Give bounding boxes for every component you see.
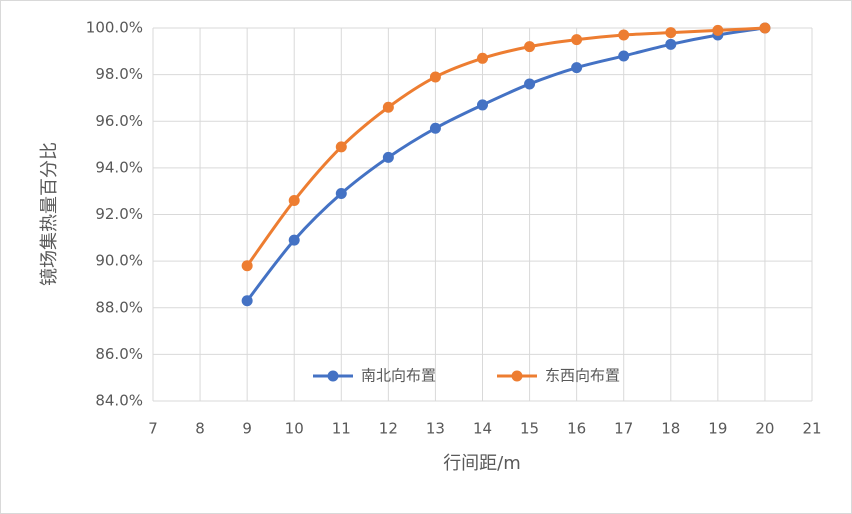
data-point bbox=[524, 41, 536, 53]
y-tick-label: 98.0% bbox=[95, 65, 143, 83]
data-point bbox=[241, 295, 253, 307]
data-point bbox=[524, 78, 536, 90]
x-tick-label: 21 bbox=[802, 420, 821, 438]
data-point bbox=[429, 71, 441, 83]
x-tick-label: 17 bbox=[614, 420, 633, 438]
x-tick-label: 19 bbox=[708, 420, 727, 438]
data-point bbox=[382, 151, 394, 163]
x-tick-label: 13 bbox=[426, 420, 445, 438]
data-point bbox=[665, 27, 677, 39]
x-tick-label: 18 bbox=[661, 420, 680, 438]
legend-marker bbox=[327, 370, 339, 382]
data-point bbox=[288, 195, 300, 207]
data-point bbox=[241, 260, 253, 272]
data-point bbox=[288, 234, 300, 246]
data-point bbox=[335, 188, 347, 200]
data-point bbox=[571, 34, 583, 46]
data-point bbox=[571, 62, 583, 74]
x-tick-label: 9 bbox=[242, 420, 252, 438]
legend-label: 南北向布置 bbox=[361, 367, 436, 385]
legend-label: 东西向布置 bbox=[545, 367, 620, 385]
data-point bbox=[477, 99, 488, 111]
data-point bbox=[618, 50, 630, 62]
data-point bbox=[335, 141, 347, 153]
y-tick-label: 88.0% bbox=[95, 298, 143, 316]
y-tick-label: 92.0% bbox=[95, 205, 143, 223]
y-tick-label: 96.0% bbox=[95, 112, 143, 130]
data-point bbox=[382, 101, 394, 113]
y-axis-title: 镜场集热量百分比 bbox=[39, 142, 60, 286]
x-tick-label: 8 bbox=[195, 420, 205, 438]
x-tick-label: 16 bbox=[567, 420, 586, 438]
legend-marker bbox=[511, 370, 523, 382]
x-tick-label: 12 bbox=[379, 420, 398, 438]
x-tick-label: 11 bbox=[332, 420, 351, 438]
x-tick-label: 15 bbox=[520, 420, 539, 438]
data-point bbox=[759, 22, 771, 34]
x-tick-label: 14 bbox=[473, 420, 492, 438]
x-tick-label: 10 bbox=[285, 420, 304, 438]
y-tick-label: 90.0% bbox=[95, 252, 143, 270]
y-tick-label: 84.0% bbox=[95, 392, 143, 410]
data-point bbox=[712, 24, 724, 36]
x-tick-label: 7 bbox=[148, 420, 158, 438]
x-axis-title: 行间距/m bbox=[443, 453, 521, 474]
y-tick-label: 94.0% bbox=[95, 158, 143, 176]
data-point bbox=[429, 122, 441, 134]
x-tick-label: 20 bbox=[755, 420, 774, 438]
y-tick-label: 100.0% bbox=[86, 19, 143, 37]
data-point bbox=[618, 29, 630, 41]
y-tick-label: 86.0% bbox=[95, 345, 143, 363]
data-point bbox=[665, 38, 677, 50]
data-point bbox=[477, 52, 488, 64]
